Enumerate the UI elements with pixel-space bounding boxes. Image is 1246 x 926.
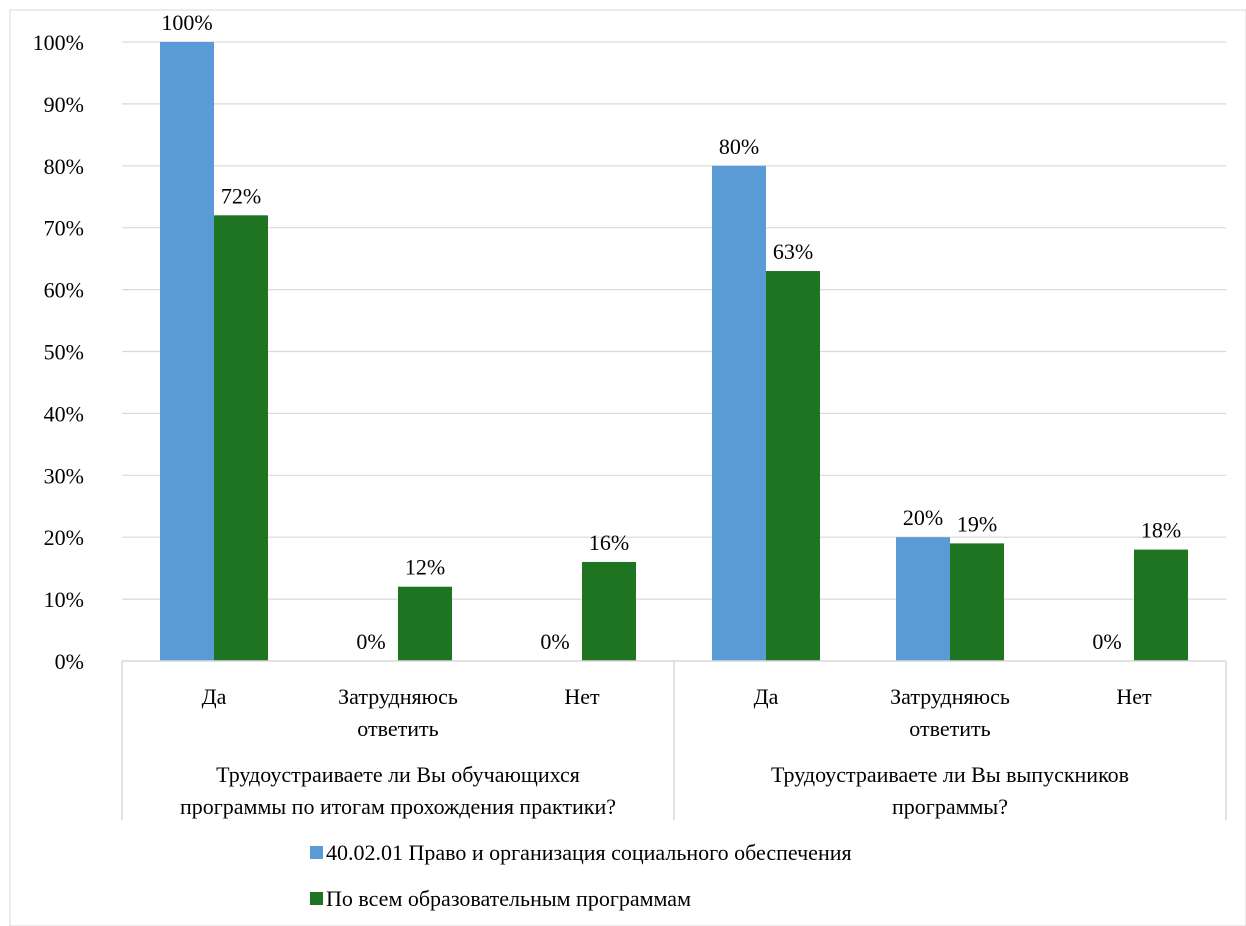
- category-label-line: Нет: [564, 684, 600, 709]
- category-label: Да: [202, 684, 227, 709]
- data-label: 72%: [221, 183, 261, 208]
- data-labels: 100% 0% 0% 80% 20% 0% 72% 12% 16% 63% 19% 18%: [161, 10, 1181, 654]
- y-tick-label: 20%: [44, 525, 84, 550]
- legend-swatch: [310, 846, 323, 859]
- legend-label: 40.02.01 Право и организация социального…: [326, 840, 852, 865]
- bar: [1134, 549, 1188, 661]
- category-label: Затрудняюсь ответить: [890, 684, 1010, 741]
- data-label: 19%: [957, 511, 997, 536]
- data-label: 0%: [540, 629, 569, 654]
- y-tick-label: 60%: [44, 278, 84, 303]
- group-label: Трудоустраиваете ли Вы обучающихся програ…: [180, 762, 616, 819]
- bar: [582, 561, 636, 661]
- y-tick-label: 70%: [44, 216, 84, 241]
- y-tick-label: 40%: [44, 401, 84, 426]
- legend: 40.02.01 Право и организация социального…: [310, 840, 852, 911]
- group-label-line: Трудоустраиваете ли Вы выпускников: [771, 762, 1129, 787]
- legend-swatch: [310, 892, 323, 905]
- data-label: 63%: [773, 239, 813, 264]
- data-label: 0%: [356, 629, 385, 654]
- category-label-line: Да: [202, 684, 227, 709]
- category-label: Затрудняюсь ответить: [338, 684, 458, 741]
- data-label: 18%: [1141, 518, 1181, 543]
- group-label: Трудоустраиваете ли Вы выпускников програ…: [771, 762, 1129, 819]
- category-label-line: Да: [754, 684, 779, 709]
- category-label: Нет: [564, 684, 600, 709]
- axes: 0% 10% 20% 30% 40% 50% 60% 70% 80% 90% 100% Да Затру…: [33, 30, 1227, 820]
- category-label: Да: [754, 684, 779, 709]
- y-tick-label: 80%: [44, 154, 84, 179]
- data-label: 20%: [903, 505, 943, 530]
- data-label: 80%: [719, 134, 759, 159]
- bar: [214, 215, 268, 661]
- data-label: 16%: [589, 530, 629, 555]
- bar: [398, 586, 452, 661]
- category-label-line: Затрудняюсь: [890, 684, 1010, 709]
- bar: [896, 537, 950, 661]
- category-label-line: Нет: [1116, 684, 1152, 709]
- bar: [950, 543, 1004, 661]
- legend-label: По всем образовательным программам: [326, 886, 691, 911]
- data-label: 0%: [1092, 629, 1121, 654]
- data-label: 12%: [405, 555, 445, 580]
- data-label: 100%: [161, 10, 212, 35]
- bar: [766, 271, 820, 661]
- group-label-line: Трудоустраиваете ли Вы обучающихся: [216, 762, 580, 787]
- y-tick-label: 0%: [55, 649, 84, 674]
- gridlines: [122, 41, 1226, 600]
- y-tick-label: 90%: [44, 92, 84, 117]
- category-label-line: ответить: [357, 716, 438, 741]
- category-label-line: ответить: [909, 716, 990, 741]
- y-tick-label: 10%: [44, 587, 84, 612]
- group-label-line: программы по итогам прохождения практики…: [180, 794, 616, 819]
- category-label-line: Затрудняюсь: [338, 684, 458, 709]
- bar: [160, 42, 214, 661]
- category-label: Нет: [1116, 684, 1152, 709]
- y-tick-label: 50%: [44, 340, 84, 365]
- group-label-line: программы?: [892, 794, 1008, 819]
- bars: [160, 42, 1188, 662]
- y-tick-label: 100%: [33, 30, 84, 55]
- y-tick-label: 30%: [44, 463, 84, 488]
- bar: [712, 165, 766, 662]
